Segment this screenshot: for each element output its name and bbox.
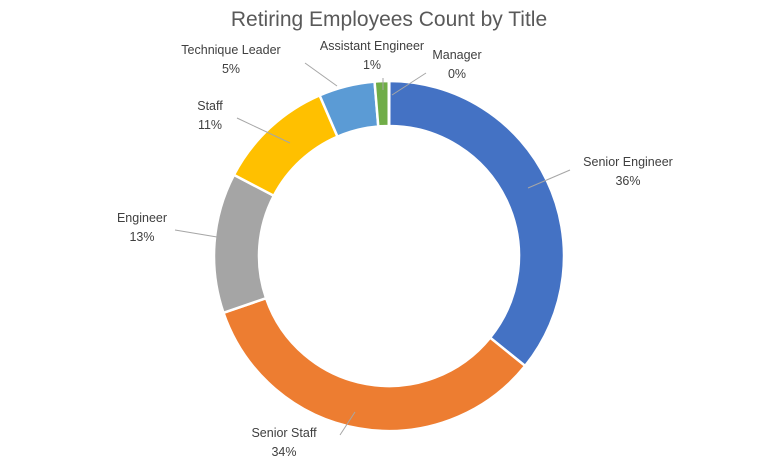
data-label-engineer: Engineer 13% [117, 211, 167, 244]
slice-senior-staff [221, 296, 527, 433]
data-label-name: Assistant Engineer [320, 39, 424, 53]
leader-line-manager [391, 72, 427, 96]
slice-senior-engineer [387, 79, 566, 368]
data-label-name: Senior Staff [251, 426, 317, 440]
data-label-percent: 36% [615, 174, 640, 188]
data-label-percent: 1% [363, 58, 381, 72]
doughnut-slices [212, 79, 566, 433]
leader-line-senior-staff [339, 411, 356, 436]
data-label-percent: 5% [222, 62, 240, 76]
data-label-senior-engineer: Senior Engineer 36% [583, 155, 673, 188]
slice-staff [232, 93, 340, 198]
data-label-name: Staff [197, 99, 223, 113]
data-label-name: Engineer [117, 211, 167, 225]
data-label-name: Senior Engineer [583, 155, 673, 169]
data-label-percent: 11% [198, 118, 222, 132]
data-label-technique-leader: Technique Leader 5% [181, 43, 280, 76]
leader-lines [174, 62, 571, 436]
leader-line-engineer [174, 229, 218, 238]
data-labels: Senior Engineer 36% Senior Staff 34% Enginee… [117, 39, 673, 459]
data-label-assistant-engineer: Assistant Engineer 1% [320, 39, 424, 72]
slice-engineer [212, 173, 276, 315]
data-label-manager: Manager 0% [432, 48, 481, 81]
data-label-name: Technique Leader [181, 43, 280, 57]
data-label-percent: 13% [129, 230, 154, 244]
chart-title: Retiring Employees Count by Title [231, 8, 547, 31]
slice-manager [387, 79, 391, 128]
slice-assistant-engineer [373, 79, 391, 128]
data-label-name: Manager [432, 48, 481, 62]
data-label-senior-staff: Senior Staff 34% [251, 426, 317, 459]
data-label-staff: Staff 11% [197, 99, 223, 132]
data-label-percent: 0% [448, 67, 466, 81]
data-label-percent: 34% [271, 445, 296, 459]
leader-line-senior-engineer [527, 169, 571, 189]
leader-line-technique-leader [304, 62, 338, 87]
leader-line-staff [236, 117, 291, 144]
